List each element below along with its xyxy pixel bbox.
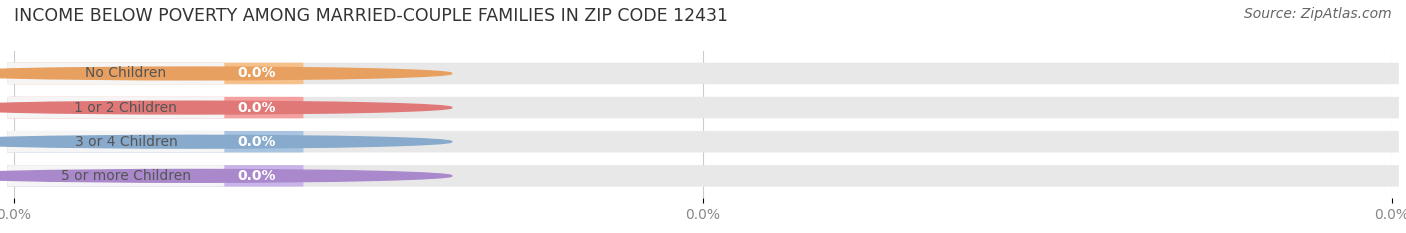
Text: 3 or 4 Children: 3 or 4 Children (75, 135, 177, 149)
Text: 0.0%: 0.0% (238, 101, 276, 115)
Circle shape (0, 169, 451, 182)
FancyBboxPatch shape (7, 165, 304, 187)
Text: 0.0%: 0.0% (238, 66, 276, 80)
FancyBboxPatch shape (7, 165, 1399, 187)
FancyBboxPatch shape (7, 63, 1399, 84)
FancyBboxPatch shape (7, 131, 225, 152)
Text: 5 or more Children: 5 or more Children (60, 169, 191, 183)
Text: Source: ZipAtlas.com: Source: ZipAtlas.com (1244, 7, 1392, 21)
Circle shape (0, 135, 451, 148)
FancyBboxPatch shape (7, 97, 225, 118)
Text: 0.0%: 0.0% (238, 169, 276, 183)
FancyBboxPatch shape (7, 131, 1399, 152)
FancyBboxPatch shape (7, 63, 304, 84)
FancyBboxPatch shape (7, 165, 225, 187)
FancyBboxPatch shape (7, 97, 304, 118)
Text: 0.0%: 0.0% (238, 135, 276, 149)
Text: INCOME BELOW POVERTY AMONG MARRIED-COUPLE FAMILIES IN ZIP CODE 12431: INCOME BELOW POVERTY AMONG MARRIED-COUPL… (14, 7, 728, 25)
FancyBboxPatch shape (7, 63, 225, 84)
FancyBboxPatch shape (7, 97, 1399, 118)
Circle shape (0, 101, 451, 114)
Circle shape (0, 67, 451, 80)
Text: No Children: No Children (86, 66, 166, 80)
Text: 1 or 2 Children: 1 or 2 Children (75, 101, 177, 115)
FancyBboxPatch shape (7, 131, 304, 152)
